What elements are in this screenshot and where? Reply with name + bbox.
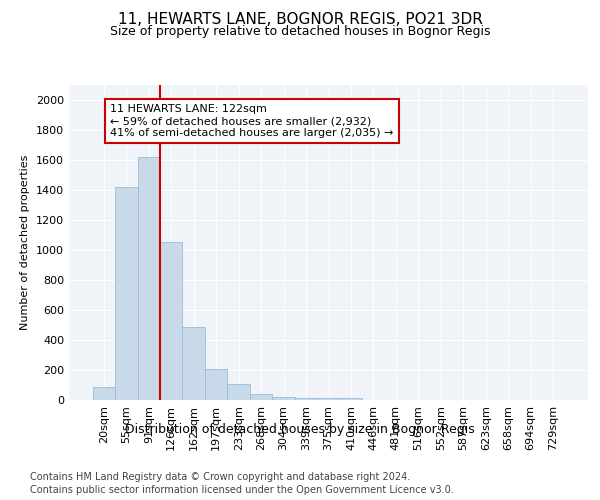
Bar <box>92 387 115 400</box>
Y-axis label: Number of detached properties: Number of detached properties <box>20 155 31 330</box>
Text: Size of property relative to detached houses in Bognor Regis: Size of property relative to detached ho… <box>110 25 490 38</box>
Text: Distribution of detached houses by size in Bognor Regis: Distribution of detached houses by size … <box>125 422 475 436</box>
Text: 11, HEWARTS LANE, BOGNOR REGIS, PO21 3DR: 11, HEWARTS LANE, BOGNOR REGIS, PO21 3DR <box>118 12 482 28</box>
Bar <box>182 326 205 400</box>
Bar <box>205 369 227 400</box>
Bar <box>137 157 160 400</box>
Bar <box>272 397 295 400</box>
Text: Contains public sector information licensed under the Open Government Licence v3: Contains public sector information licen… <box>30 485 454 495</box>
Bar <box>115 187 137 400</box>
Bar <box>340 398 362 400</box>
Text: Contains HM Land Registry data © Crown copyright and database right 2024.: Contains HM Land Registry data © Crown c… <box>30 472 410 482</box>
Bar <box>317 398 340 400</box>
Bar <box>295 398 317 400</box>
Bar <box>227 384 250 400</box>
Bar <box>250 394 272 400</box>
Text: 11 HEWARTS LANE: 122sqm
← 59% of detached houses are smaller (2,932)
41% of semi: 11 HEWARTS LANE: 122sqm ← 59% of detache… <box>110 104 394 138</box>
Bar <box>160 242 182 400</box>
